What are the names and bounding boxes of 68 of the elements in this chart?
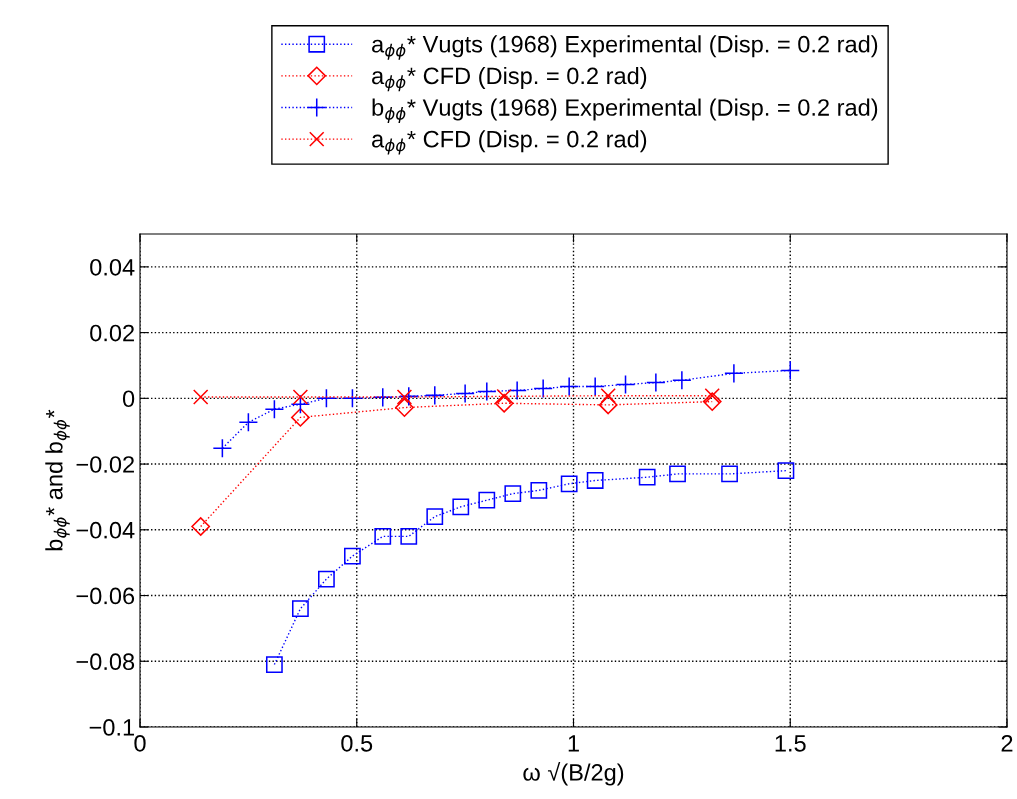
- x-tick-label: 0.5: [341, 734, 373, 752]
- legend-label: a$_{ϕϕ}$* CFD (Disp. = 0.2 rad): [372, 130, 647, 155]
- point: [291, 600, 309, 618]
- x-axis-title: ω √(B/2g): [523, 761, 624, 786]
- point: [585, 376, 605, 397]
- y-tick-label: −0.02: [76, 456, 134, 473]
- point: [374, 527, 392, 545]
- point: [452, 498, 470, 516]
- point: [318, 570, 335, 588]
- point: [265, 656, 283, 673]
- legend-label: a$_{ϕϕ}$* Vugts (1968) Experimental (Disp. = 0.2 rad): [372, 35, 878, 60]
- point: [600, 387, 616, 404]
- y-tick-label: 0.02: [90, 324, 134, 342]
- point: [559, 376, 579, 397]
- point: [530, 481, 548, 499]
- point: [646, 372, 666, 393]
- point: [238, 412, 259, 433]
- point: [780, 360, 801, 381]
- y-tick-label: −0.06: [76, 587, 135, 605]
- point: [398, 386, 419, 407]
- point: [702, 392, 722, 412]
- legend-label: b$_{ϕϕ}$* Vugts (1968) Experimental (Disp. = 0.2 rad): [372, 98, 878, 123]
- point: [560, 475, 578, 493]
- point: [533, 378, 553, 399]
- point: [342, 388, 363, 409]
- point: [672, 370, 692, 391]
- point: [372, 387, 393, 408]
- point: [704, 387, 720, 404]
- point: [212, 438, 233, 459]
- point: [344, 547, 361, 565]
- point: [504, 485, 522, 503]
- point: [478, 491, 496, 509]
- point: [292, 389, 309, 405]
- point: [290, 394, 311, 415]
- point: [777, 462, 795, 480]
- point: [264, 399, 285, 419]
- point: [424, 385, 445, 406]
- legend-label: a$_{ϕϕ}$* CFD (Disp. = 0.2 rad): [372, 66, 647, 92]
- point: [191, 517, 211, 536]
- point: [290, 407, 310, 427]
- point: [586, 472, 604, 489]
- point: [507, 380, 527, 401]
- y-tick-label: −0.04: [76, 521, 135, 539]
- y-tick-label: 0: [122, 390, 135, 408]
- x-tick-label: 2: [1001, 734, 1013, 752]
- point: [316, 388, 337, 409]
- point: [598, 395, 618, 415]
- y-tick-label: −0.1: [89, 719, 134, 736]
- point: [455, 383, 475, 404]
- point: [496, 388, 512, 405]
- point: [396, 389, 413, 405]
- y-tick-label: −0.08: [76, 653, 135, 671]
- point: [721, 465, 738, 483]
- point: [638, 468, 656, 486]
- point: [477, 381, 497, 402]
- point: [400, 527, 418, 545]
- x-tick-label: 1: [568, 735, 579, 752]
- y-axis-title: b$_{ϕϕ}$* and b$_{ϕϕ}$*: [45, 409, 70, 551]
- x-tick-label: 1.5: [775, 735, 806, 752]
- point: [669, 465, 686, 483]
- point: [192, 389, 209, 405]
- point: [426, 508, 444, 526]
- y-tick-label: 0.04: [90, 258, 135, 276]
- point: [395, 398, 414, 417]
- point: [724, 363, 744, 384]
- point: [494, 393, 514, 413]
- point: [615, 374, 636, 395]
- x-tick-label: 0: [134, 734, 146, 752]
